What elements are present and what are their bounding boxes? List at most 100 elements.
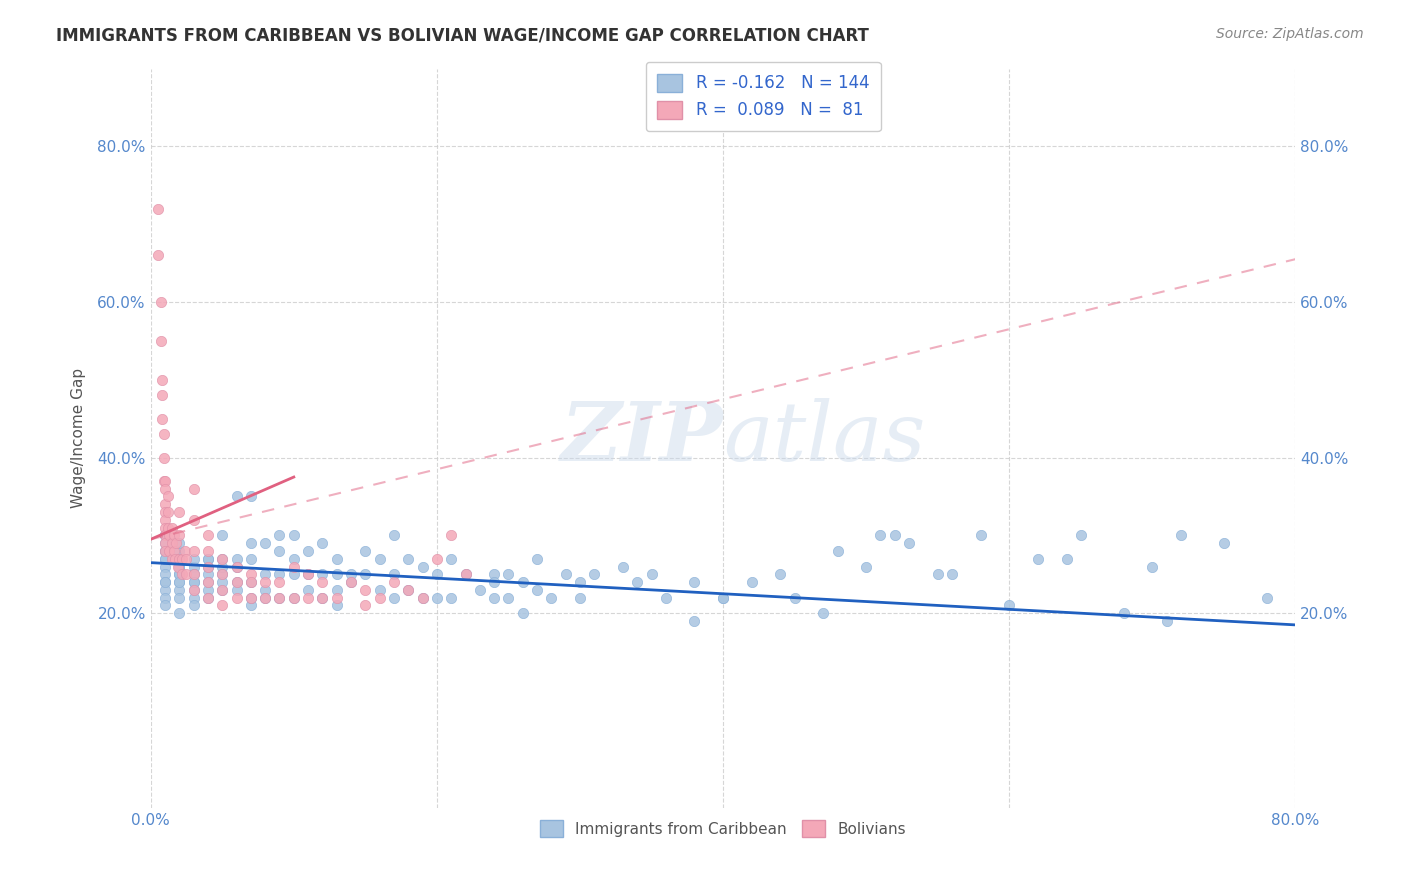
Point [683,614,706,628]
Point [197,582,219,597]
Point [1156,614,1178,628]
Point [426,591,449,605]
Point [626,575,648,590]
Point [153,536,176,550]
Point [211,551,233,566]
Point [197,544,219,558]
Point [169,582,191,597]
Y-axis label: Wage/Income Gap: Wage/Income Gap [72,368,86,508]
Point [254,591,277,605]
Point [169,505,191,519]
Point [569,591,592,605]
Point [160,536,183,550]
Point [813,606,835,620]
Point [211,567,233,582]
Point [239,591,262,605]
Point [156,490,179,504]
Point [440,591,463,605]
Point [169,567,191,582]
Point [239,575,262,590]
Point [183,559,205,574]
Point [163,551,186,566]
Point [157,528,180,542]
Point [382,567,405,582]
Point [354,567,377,582]
Point [239,591,262,605]
Point [239,490,262,504]
Point [340,575,363,590]
Point [554,567,576,582]
Point [468,582,491,597]
Point [169,536,191,550]
Point [153,521,176,535]
Point [183,591,205,605]
Point [169,559,191,574]
Point [157,544,180,558]
Point [197,591,219,605]
Text: IMMIGRANTS FROM CARIBBEAN VS BOLIVIAN WAGE/INCOME GAP CORRELATION CHART: IMMIGRANTS FROM CARIBBEAN VS BOLIVIAN WA… [56,27,869,45]
Point [283,567,305,582]
Point [1056,551,1078,566]
Point [440,551,463,566]
Point [683,575,706,590]
Point [354,582,377,597]
Point [540,591,562,605]
Point [225,591,247,605]
Point [197,575,219,590]
Point [211,559,233,574]
Point [297,544,319,558]
Point [197,528,219,542]
Point [153,544,176,558]
Point [153,528,176,542]
Text: Source: ZipAtlas.com: Source: ZipAtlas.com [1216,27,1364,41]
Point [162,528,184,542]
Point [883,528,905,542]
Point [211,528,233,542]
Legend: Immigrants from Caribbean, Bolivians: Immigrants from Caribbean, Bolivians [533,813,914,845]
Point [711,591,734,605]
Point [211,582,233,597]
Point [183,551,205,566]
Point [283,591,305,605]
Point [156,505,179,519]
Point [269,591,291,605]
Point [482,575,505,590]
Point [183,544,205,558]
Point [197,591,219,605]
Point [225,559,247,574]
Point [162,544,184,558]
Point [183,575,205,590]
Point [655,591,678,605]
Point [297,567,319,582]
Point [941,567,963,582]
Point [211,567,233,582]
Point [325,582,347,597]
Point [153,559,176,574]
Point [153,582,176,597]
Point [169,551,191,566]
Point [211,599,233,613]
Point [297,591,319,605]
Point [254,591,277,605]
Point [898,536,921,550]
Point [169,575,191,590]
Point [183,567,205,582]
Point [160,521,183,535]
Point [239,536,262,550]
Point [183,582,205,597]
Point [325,599,347,613]
Point [311,591,333,605]
Point [239,575,262,590]
Point [269,567,291,582]
Point [426,567,449,582]
Point [412,591,434,605]
Point [211,575,233,590]
Point [969,528,991,542]
Point [711,591,734,605]
Point [526,582,548,597]
Point [254,575,277,590]
Point [855,559,877,574]
Point [283,559,305,574]
Point [1070,528,1092,542]
Point [482,591,505,605]
